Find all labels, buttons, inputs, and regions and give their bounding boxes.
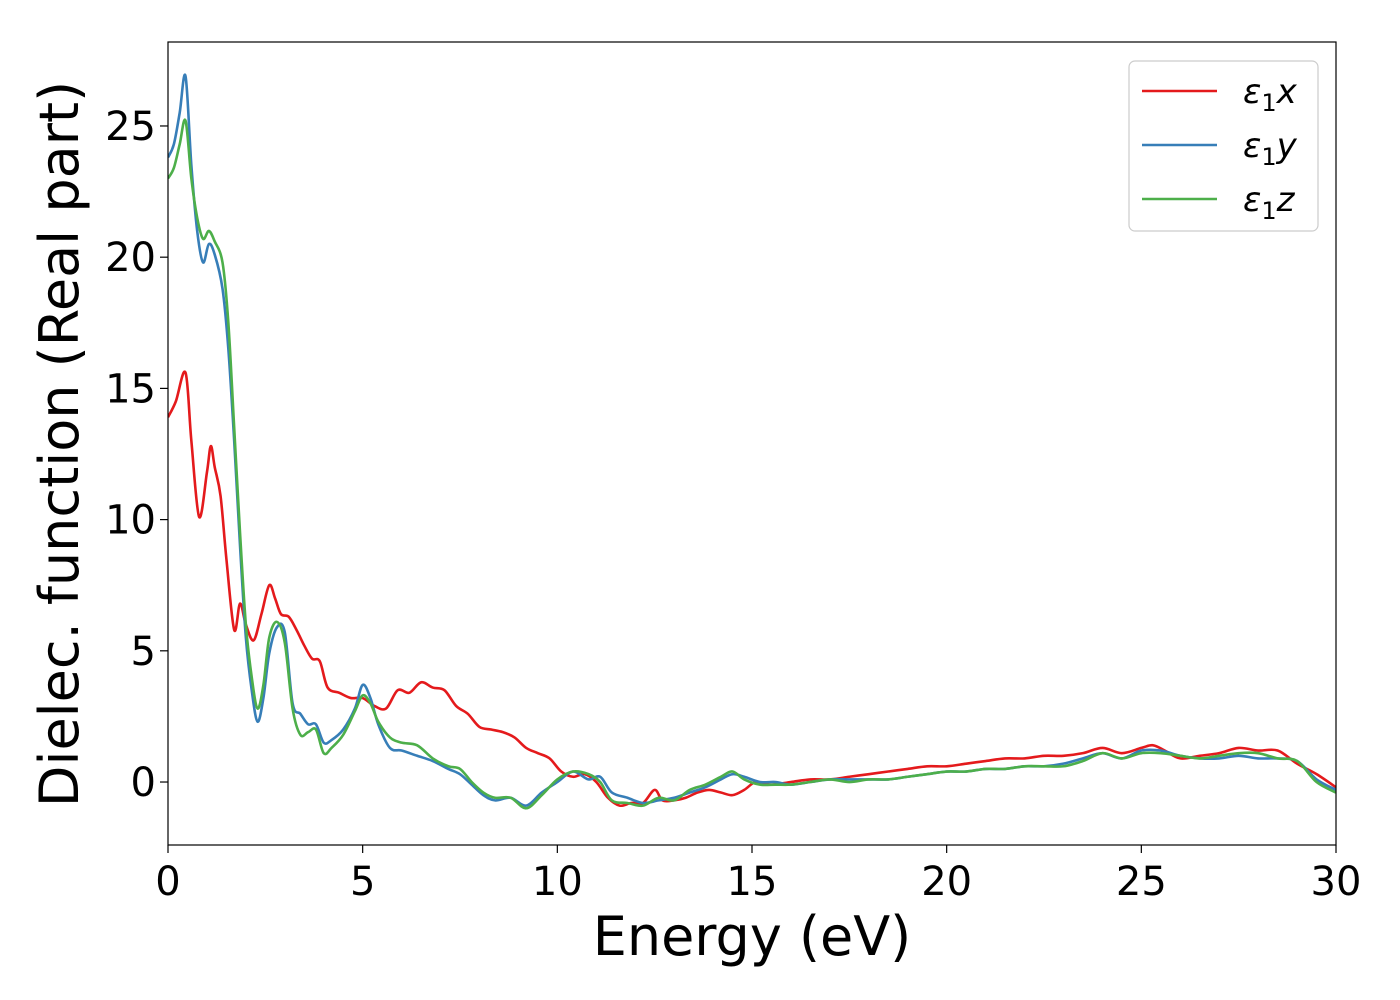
legend-label: ε1y: [1243, 126, 1298, 171]
x-tick-label: 0: [155, 859, 180, 905]
legend: ε1x ε1y ε1z: [1128, 60, 1319, 232]
x-tick-label: 10: [532, 859, 583, 905]
legend-label: ε1x: [1243, 72, 1298, 117]
y-tick-label: 15: [105, 366, 156, 412]
x-tick-label: 20: [921, 859, 972, 905]
series-layer: [168, 73, 1336, 810]
series-line-x: [168, 370, 1336, 808]
legend-item-x: ε1x: [1142, 72, 1298, 117]
y-tick-label: 10: [105, 498, 156, 544]
y-tick-label: 25: [105, 104, 156, 150]
legend-label: ε1z: [1243, 180, 1296, 225]
x-axis-ticks: 0 5 10 15 20 25 30: [155, 845, 1361, 905]
x-tick-label: 30: [1311, 859, 1362, 905]
x-tick-label: 25: [1116, 859, 1167, 905]
legend-item-y: ε1y: [1142, 126, 1298, 171]
x-tick-label: 15: [727, 859, 778, 905]
y-axis-ticks: 0 5 10 15 20 25: [105, 104, 168, 806]
series-line-z: [168, 118, 1336, 810]
legend-item-z: ε1z: [1142, 180, 1296, 225]
y-tick-label: 0: [131, 760, 156, 806]
x-tick-label: 5: [350, 859, 375, 905]
y-tick-label: 20: [105, 235, 156, 281]
y-tick-label: 5: [131, 629, 156, 675]
x-axis-label: Energy (eV): [593, 905, 912, 968]
legend-box: [1128, 60, 1319, 232]
y-axis-label: Dielec. function (Real part): [28, 81, 91, 807]
